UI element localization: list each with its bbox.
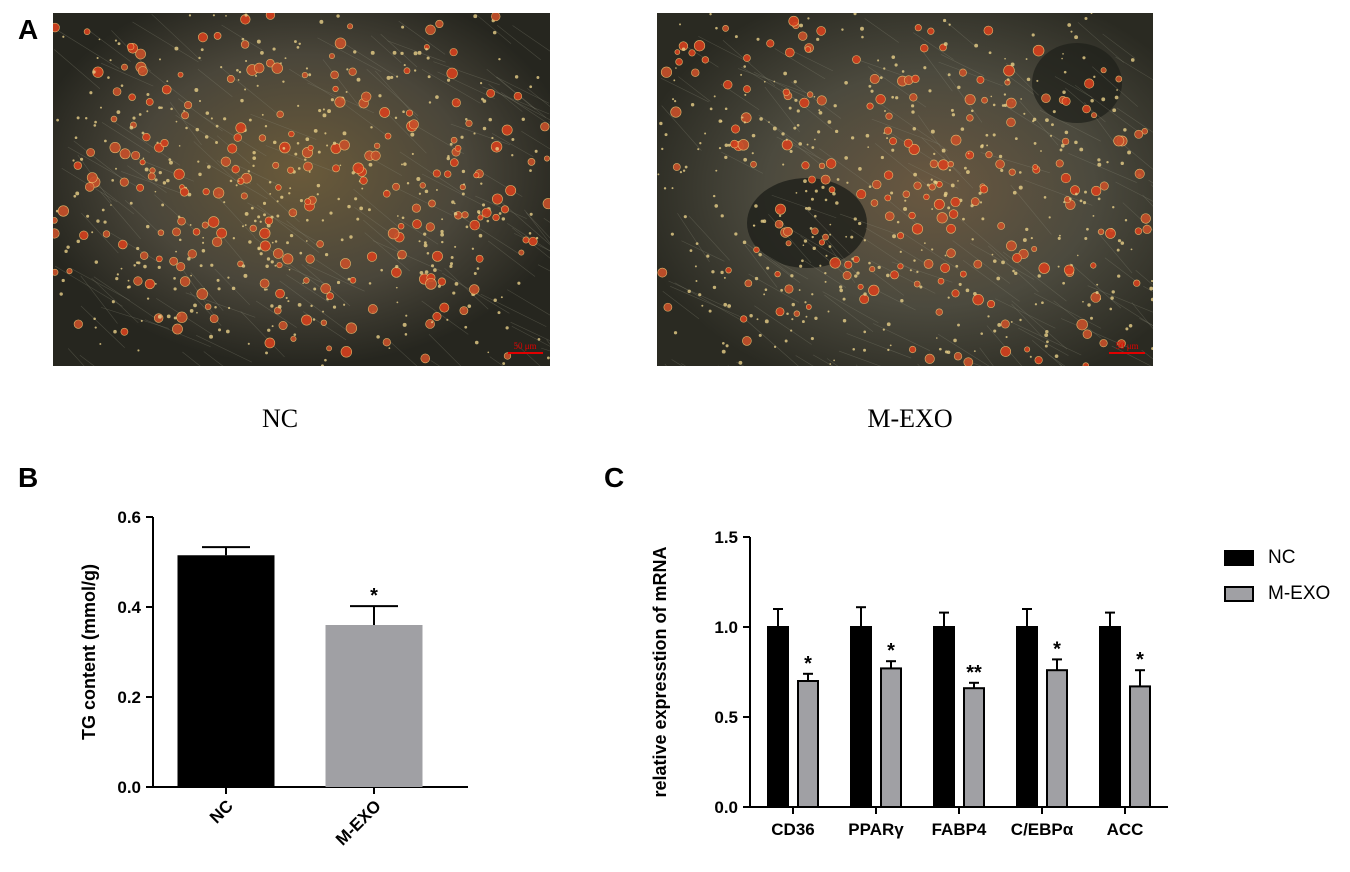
- significance-mark: **: [966, 662, 982, 684]
- panel-letter-a: A: [18, 14, 38, 46]
- bar-NC-value: [178, 555, 275, 787]
- significance-mark: *: [887, 640, 895, 662]
- x-tick-label: PPARγ: [848, 820, 904, 839]
- y-tick-label: 1.0: [714, 618, 738, 637]
- micrograph-nc: 50 μm: [53, 13, 550, 366]
- y-tick-label: 0.6: [117, 508, 141, 527]
- x-tick-label: CD36: [771, 820, 814, 839]
- legend-label-mexo: M-EXO: [1268, 583, 1330, 605]
- significance-mark: *: [370, 585, 378, 607]
- scale-bar-label: 50 μm: [513, 341, 536, 351]
- x-tick-label: FABP4: [932, 820, 987, 839]
- bar-FABP4-M-EXO: [964, 688, 984, 807]
- micrograph-mexo-image: 50 μm: [657, 13, 1153, 366]
- bar-PPARγ-M-EXO: [881, 668, 901, 807]
- scale-bar-label: 50 μm: [1115, 341, 1138, 351]
- y-tick-label: 0.2: [117, 688, 141, 707]
- bar-ACC-NC: [1100, 627, 1120, 807]
- y-tick-label: 0.0: [117, 778, 141, 797]
- chart-b-svg: 0.0 0.2 0.4 0.6 TG content (mmol/g) NC * M-EXO: [0, 490, 560, 867]
- x-tick-label: M-EXO: [332, 796, 385, 849]
- bar-C/EBPα-NC: [1017, 627, 1037, 807]
- y-tick-label: 0.0: [714, 798, 738, 817]
- y-tick-label: 0.4: [117, 598, 141, 617]
- y-tick-label: 1.5: [714, 528, 738, 547]
- legend-swatch-mexo: [1224, 586, 1254, 602]
- significance-mark: *: [1136, 649, 1144, 671]
- caption-mexo: M-EXO: [820, 404, 1000, 434]
- x-tick-label: NC: [206, 796, 237, 827]
- significance-mark: *: [804, 653, 812, 675]
- x-tick-label: ACC: [1107, 820, 1144, 839]
- chart-c-svg: 0.0 0.5 1.0 1.5 relative expresstion of mRNA…: [600, 490, 1200, 867]
- bar-CD36-M-EXO: [798, 681, 818, 807]
- bar-M-EXO-value: [326, 625, 423, 787]
- significance-mark: *: [1053, 638, 1061, 660]
- micrograph-mexo: 50 μm: [657, 13, 1153, 366]
- legend-label-nc: NC: [1268, 547, 1295, 569]
- micrograph-nc-image: 50 μm: [53, 13, 550, 366]
- x-tick-label: C/EBPα: [1011, 820, 1074, 839]
- chart-c: 0.0 0.5 1.0 1.5 relative expresstion of mRNA…: [600, 490, 1200, 872]
- caption-nc: NC: [200, 404, 360, 434]
- bar-FABP4-NC: [934, 627, 954, 807]
- bar-PPARγ-NC: [851, 627, 871, 807]
- chart-c-legend: NC M-EXO: [1224, 540, 1330, 612]
- y-axis-label: relative expresstion of mRNA: [650, 546, 670, 797]
- legend-swatch-nc: [1224, 550, 1254, 566]
- legend-item-mexo: M-EXO: [1224, 576, 1330, 612]
- legend-item-nc: NC: [1224, 540, 1330, 576]
- bar-CD36-NC: [768, 627, 788, 807]
- chart-b: 0.0 0.2 0.4 0.6 TG content (mmol/g) NC * M-EXO: [0, 490, 560, 872]
- bar-C/EBPα-M-EXO: [1047, 670, 1067, 807]
- y-axis-label: TG content (mmol/g): [79, 564, 99, 740]
- y-tick-label: 0.5: [714, 708, 738, 727]
- bar-ACC-M-EXO: [1130, 686, 1150, 807]
